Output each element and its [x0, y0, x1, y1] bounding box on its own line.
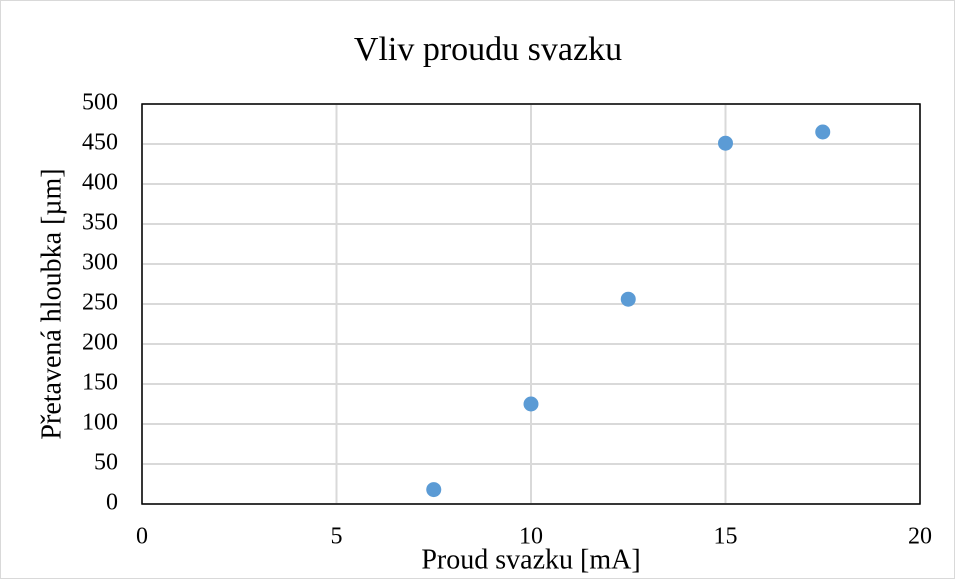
point: [718, 135, 733, 151]
point: [815, 124, 831, 140]
y-tick-label: 250: [82, 290, 118, 316]
point: [426, 482, 442, 498]
x-axis-label: Proud svazku [mA]: [421, 544, 640, 575]
x-tick-label: 10: [519, 524, 543, 550]
y-tick-label: 150: [82, 370, 118, 396]
y-tick-label: 50: [94, 450, 118, 476]
y-tick-label: 0: [106, 490, 118, 516]
y-tick-label: 350: [82, 210, 118, 236]
plot-area: [141, 103, 921, 505]
y-axis-label: Přetavená hloubka [µm]: [36, 168, 67, 439]
y-tick-label: 450: [82, 130, 118, 156]
y-tick-label: 400: [82, 170, 118, 196]
x-tick-label: 20: [908, 524, 932, 550]
x-tick-label: 0: [136, 524, 148, 550]
y-tick-label: 500: [82, 90, 118, 116]
y-tick-label: 300: [82, 250, 118, 276]
x-tick-label: 5: [331, 524, 343, 550]
y-tick-label: 100: [82, 410, 118, 436]
point: [620, 291, 636, 307]
y-tick-label: 200: [82, 330, 118, 356]
x-tick-label: 15: [714, 524, 738, 550]
point: [523, 396, 539, 412]
chart-title: Vliv proudu svazku: [354, 31, 622, 68]
